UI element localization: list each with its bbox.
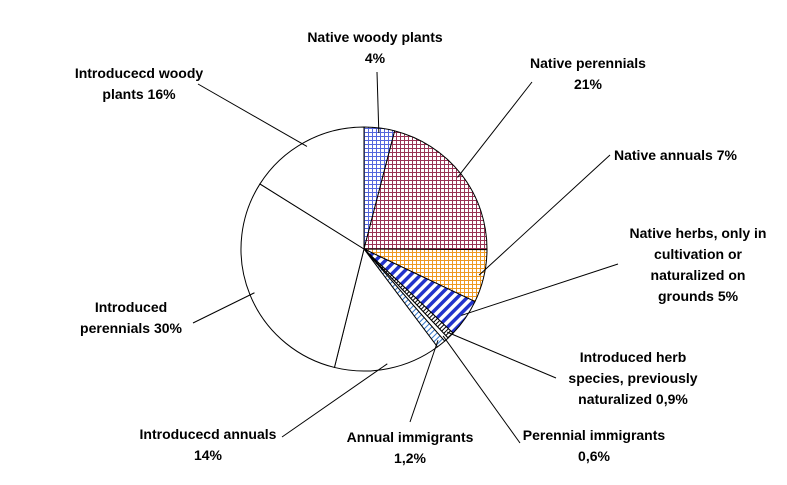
slice-label-4-line-1: Native herbs, only in [630, 225, 767, 241]
leader-lines [192, 71, 619, 444]
leader-line-8 [281, 363, 388, 438]
slice-label-4-line-3: naturalized on [651, 267, 746, 283]
slice-label-3: Native annuals 7% [614, 147, 737, 163]
slice-label-1-line-2: 4% [365, 50, 386, 66]
leader-line-1 [376, 71, 380, 133]
slice-label-5: Introduced herb species, previously natura… [568, 349, 697, 407]
slice-label-4-line-4: grounds 5% [658, 288, 739, 304]
slice-label-7: Annual immigrants 1,2% [347, 429, 474, 466]
slice-label-1-line-1: Native woody plants [307, 29, 443, 45]
slice-label-3-line-1: Native annuals 7% [614, 147, 737, 163]
slice-label-9-line-1: Introduced [95, 299, 167, 315]
slice-label-10-line-1: Introducecd woody [75, 65, 204, 81]
leader-line-2 [457, 81, 533, 178]
slice-labels: Native woody plants 4% Native perennials 21… [75, 29, 767, 466]
slice-label-4-line-2: cultivation or [654, 246, 742, 262]
leader-line-3 [478, 154, 611, 276]
leader-line-6 [442, 335, 521, 444]
slice-label-6: Perennial immigrants 0,6% [523, 427, 666, 464]
pie-slices [240, 126, 488, 372]
slice-label-10-line-2: plants 16% [102, 86, 176, 102]
slice-label-9-line-2: perennials 30% [80, 320, 182, 336]
slice-label-4: Native herbs, only in cultivation or natur… [630, 225, 767, 304]
slice-label-8: Introducecd annuals 14% [140, 426, 277, 463]
slice-label-6-line-2: 0,6% [578, 448, 610, 464]
pie-slice-2 [363, 130, 488, 251]
slice-label-2-line-2: 21% [574, 76, 603, 92]
slice-label-1: Native woody plants 4% [307, 29, 443, 66]
slice-label-5-line-1: Introduced herb [580, 349, 687, 365]
leader-line-9 [192, 292, 255, 324]
slice-label-6-line-1: Perennial immigrants [523, 427, 666, 443]
slice-label-8-line-1: Introducecd annuals [140, 426, 277, 442]
slice-label-7-line-2: 1,2% [394, 450, 426, 466]
slice-label-8-line-2: 14% [194, 447, 223, 463]
leader-line-4 [461, 263, 619, 316]
slice-label-5-line-3: naturalized 0,9% [578, 391, 688, 407]
pie-slice-8 [333, 247, 439, 372]
slice-label-7-line-1: Annual immigrants [347, 429, 474, 445]
leader-line-7 [409, 340, 439, 423]
slice-label-2-line-1: Native perennials [530, 55, 646, 71]
pie-slice-10 [259, 126, 365, 250]
slice-label-2: Native perennials 21% [530, 55, 646, 92]
slice-label-9: Introduced perennials 30% [80, 299, 182, 336]
slice-label-10: Introducecd woody plants 16% [75, 65, 204, 102]
leader-line-5 [446, 331, 557, 379]
slice-label-5-line-2: species, previously [568, 370, 697, 386]
leader-line-10 [197, 83, 308, 147]
